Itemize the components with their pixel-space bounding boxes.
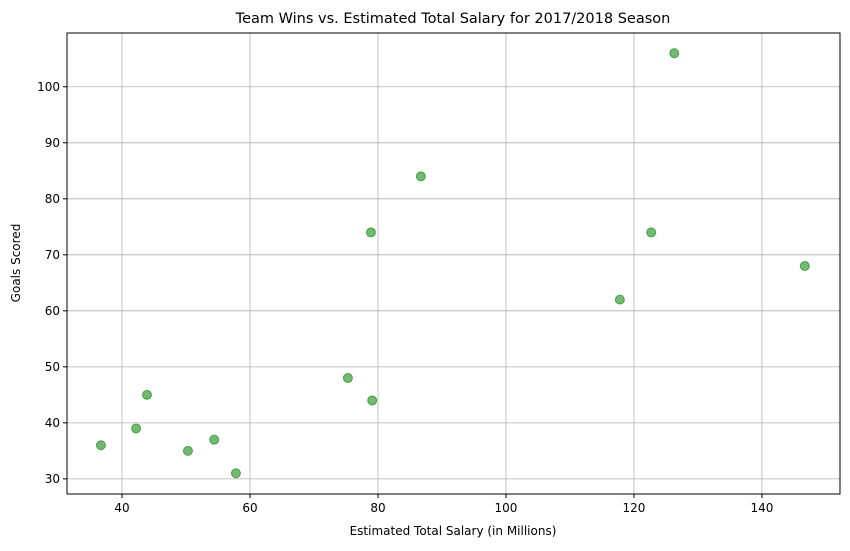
data-point (669, 48, 680, 59)
data-point (141, 389, 152, 400)
data-point (182, 445, 193, 456)
x-tick-label: 40 (114, 501, 129, 515)
x-axis-label: Estimated Total Salary (in Millions) (350, 524, 557, 538)
data-point (342, 373, 353, 384)
data-point (367, 395, 378, 406)
y-tick-label: 100 (37, 80, 60, 94)
points (95, 48, 810, 479)
y-tick-label: 70 (45, 248, 60, 262)
y-tick-label: 90 (45, 136, 60, 150)
data-point (131, 423, 142, 434)
data-point (365, 227, 376, 238)
y-tick-label: 60 (45, 304, 60, 318)
y-tick-label: 30 (45, 472, 60, 486)
data-point (614, 294, 625, 305)
data-point (415, 171, 426, 182)
y-tick-label: 50 (45, 360, 60, 374)
y-tick-label: 80 (45, 192, 60, 206)
data-point (230, 468, 241, 479)
x-tick-label: 100 (495, 501, 518, 515)
data-point (799, 261, 810, 272)
y-tick-label: 40 (45, 416, 60, 430)
ticks: 40 60 80 100 120 140 30 40 50 60 70 80 90 100 (37, 80, 773, 515)
x-tick-label: 120 (622, 501, 645, 515)
data-point (95, 440, 106, 451)
x-tick-label: 80 (370, 501, 385, 515)
data-point (209, 434, 220, 445)
plot-frame (66, 32, 841, 495)
x-tick-label: 140 (750, 501, 773, 515)
data-point (646, 227, 657, 238)
x-tick-label: 60 (242, 501, 257, 515)
y-axis-label: Goals Scored (9, 224, 23, 303)
chart-title: Team Wins vs. Estimated Total Salary for… (235, 11, 671, 27)
grid (67, 33, 840, 494)
